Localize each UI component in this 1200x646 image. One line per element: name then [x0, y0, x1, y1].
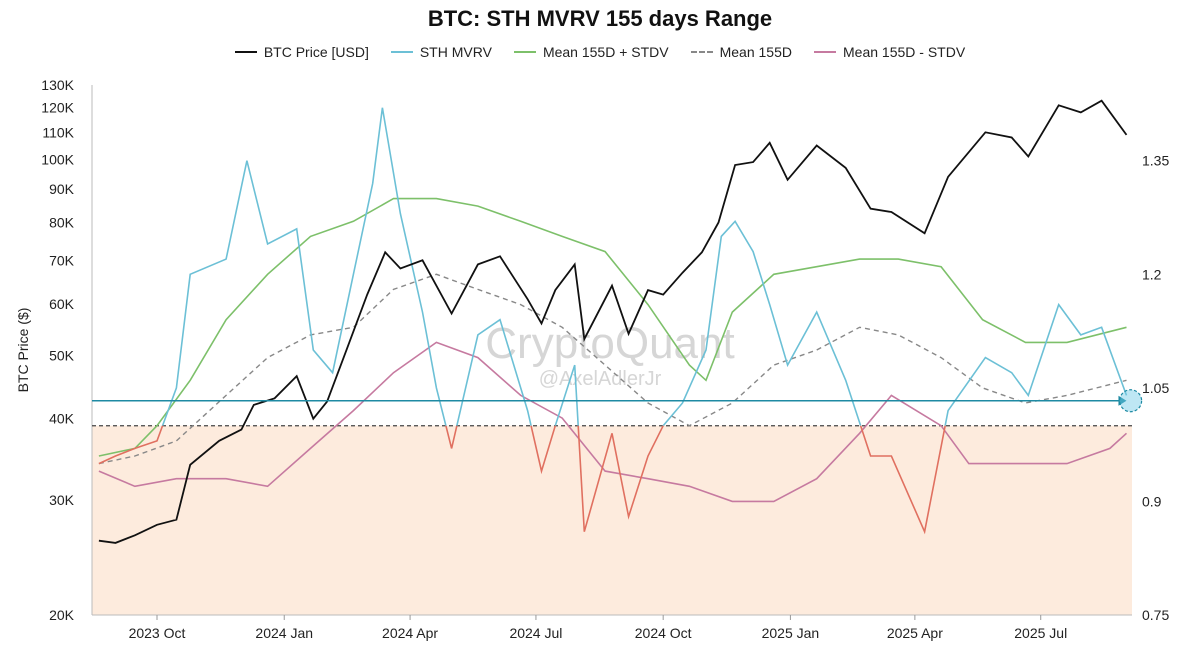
- legend-swatch: [814, 51, 836, 53]
- left-tick-label: 110K: [42, 124, 74, 140]
- legend-item: BTC Price [USD]: [234, 44, 369, 60]
- highlight-marker: [1119, 389, 1143, 413]
- x-tick-label: 2024 Jan: [255, 625, 313, 641]
- right-tick-label: 1.05: [1142, 380, 1169, 396]
- y-axis-title: BTC Price ($): [15, 308, 31, 393]
- left-tick-label: 40K: [49, 411, 75, 427]
- legend-swatch: [390, 51, 413, 53]
- legend-item: STH MVRV: [390, 44, 492, 60]
- x-tick-label: 2023 Oct: [129, 625, 186, 641]
- chart-title: BTC: STH MVRV 155 days Range: [427, 6, 773, 31]
- left-tick-label: 120K: [41, 100, 74, 116]
- left-tick-label: 80K: [49, 214, 75, 230]
- legend-label: STH MVRV: [419, 44, 492, 60]
- right-tick-label: 1.35: [1142, 153, 1169, 169]
- watermark-handle: @AxelAdlerJr: [539, 368, 662, 390]
- legend-item: Mean 155D: [690, 44, 792, 60]
- btc-price-line: [98, 99, 1128, 544]
- chart-legend: BTC Price [USD] STH MVRV Mean 155D + STDV M…: [0, 44, 1200, 60]
- below-one-zone: [92, 425, 1132, 615]
- legend-label: Mean 155D - STDV: [843, 44, 966, 60]
- left-tick-label: 60K: [49, 296, 75, 312]
- mean-155d-line: [98, 273, 1127, 465]
- right-tick-label: 0.75: [1142, 607, 1169, 623]
- x-tick-label: 2024 Jul: [509, 625, 562, 641]
- left-tick-label: 50K: [49, 348, 75, 364]
- lower-band-line: [98, 341, 1128, 503]
- legend-swatch: [690, 51, 713, 53]
- left-tick-label: 130K: [41, 77, 74, 93]
- x-tick-label: 2025 Jan: [762, 625, 820, 641]
- right-tick-label: 1.2: [1142, 266, 1162, 282]
- legend-item: Mean 155D + STDV: [513, 44, 669, 60]
- left-tick-label: 30K: [49, 492, 75, 508]
- legend-swatch: [234, 51, 257, 53]
- left-tick-label: 70K: [49, 252, 75, 268]
- left-tick-label: 100K: [41, 151, 74, 167]
- x-tick-label: 2024 Oct: [635, 625, 692, 641]
- legend-label: BTC Price [USD]: [263, 44, 369, 60]
- right-tick-label: 0.9: [1142, 493, 1162, 509]
- legend-label: Mean 155D: [719, 44, 792, 60]
- x-tick-label: 2025 Apr: [887, 625, 943, 641]
- legend-swatch: [513, 51, 536, 53]
- x-tick-label: 2025 Jul: [1014, 625, 1067, 641]
- watermark: CryptoQuant: [485, 319, 734, 368]
- sth-mvrv-below-one-line: [98, 425, 946, 535]
- left-tick-label: 20K: [49, 607, 75, 623]
- legend-item: Mean 155D - STDV: [814, 44, 965, 60]
- upper-band-line: [98, 197, 1127, 457]
- x-tick-label: 2024 Apr: [382, 625, 438, 641]
- legend-label: Mean 155D + STDV: [542, 44, 669, 60]
- sth-mvrv-line: [161, 107, 1128, 426]
- left-tick-label: 90K: [49, 181, 75, 197]
